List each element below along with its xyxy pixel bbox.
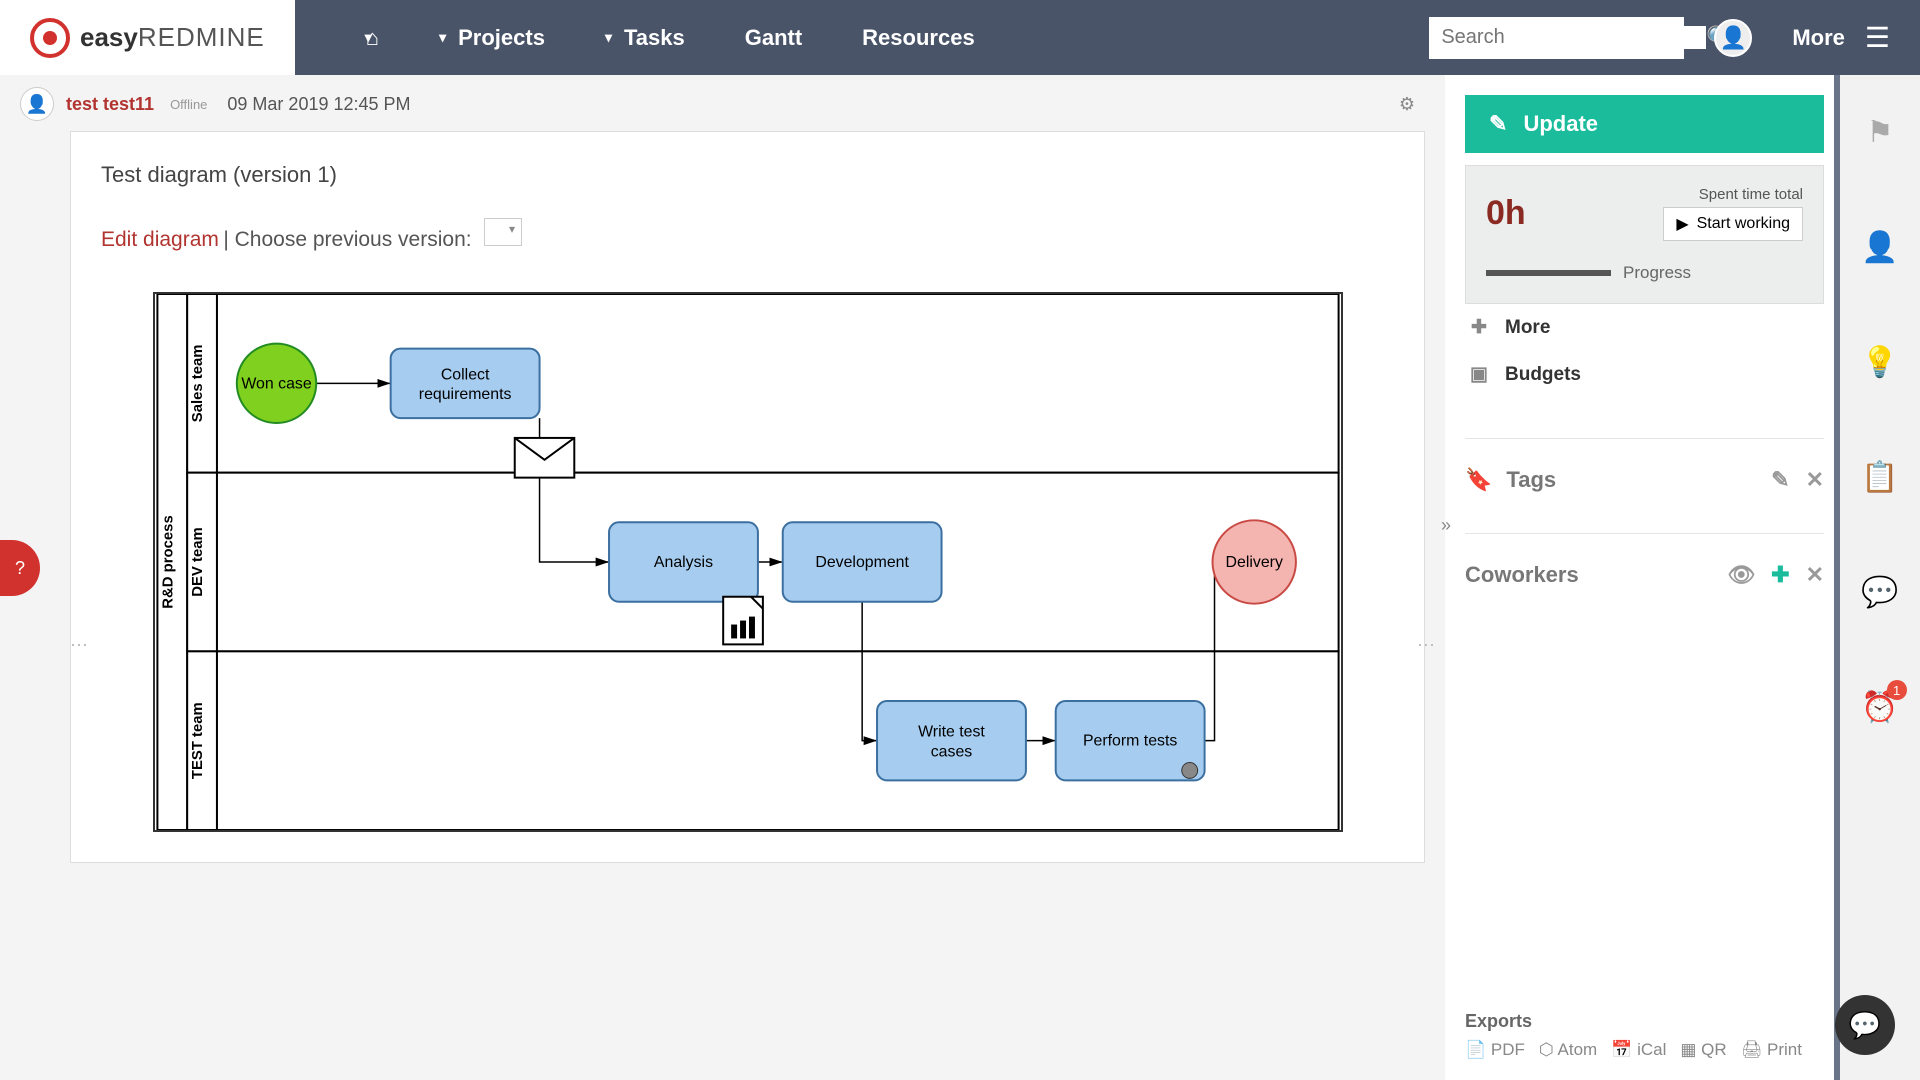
search-input[interactable]	[1441, 26, 1706, 49]
post-user[interactable]: test test11	[66, 94, 154, 115]
nav-gantt-label: Gantt	[745, 25, 802, 51]
tags-label: Tags	[1506, 467, 1556, 493]
export-atom[interactable]: ⬡ Atom	[1539, 1040, 1597, 1060]
nav-projects-label: Projects	[458, 25, 545, 51]
post-header: 👤 test test11 Offline 09 Mar 2019 12:45 …	[20, 83, 1425, 131]
progress-label: Progress	[1623, 263, 1691, 283]
collapse-icon[interactable]: »	[1441, 515, 1451, 536]
export-qr[interactable]: ▦ QR	[1680, 1040, 1726, 1060]
user-icon[interactable]: 👤	[1861, 230, 1898, 265]
start-working-label: Start working	[1697, 215, 1790, 233]
svg-text:Delivery: Delivery	[1225, 554, 1282, 571]
edit-diagram-link[interactable]: Edit diagram	[101, 228, 219, 251]
more-label: More	[1505, 317, 1550, 339]
coworkers-section: Coworkers 👁 ✚ ✕	[1465, 533, 1824, 588]
edit-icon[interactable]: ✎	[1771, 467, 1789, 493]
svg-text:requirements: requirements	[418, 386, 511, 403]
flowchart-svg: R&D process Sales team DEV team TEST team Wo…	[153, 292, 1343, 832]
svg-text:Won case: Won case	[241, 375, 311, 392]
close-icon[interactable]: ✕	[1806, 562, 1824, 588]
bulb-icon[interactable]: 💡	[1861, 345, 1898, 380]
flag-icon[interactable]: ⚑	[1867, 115, 1894, 150]
eye-icon[interactable]: 👁	[1727, 562, 1755, 588]
menu-icon[interactable]: ☰	[1865, 21, 1890, 54]
user-avatar[interactable]: 👤	[1714, 19, 1752, 57]
play-icon: ▶	[1676, 214, 1688, 234]
search-box[interactable]: 🔍	[1429, 17, 1684, 59]
nav-more[interactable]: More	[1792, 25, 1845, 51]
spent-time-label: Spent time total	[1663, 186, 1803, 203]
chat-icon[interactable]: 💬	[1861, 575, 1898, 610]
main-content: 👤 test test11 Offline 09 Mar 2019 12:45 …	[0, 75, 1445, 1080]
diagram-canvas: R&D process Sales team DEV team TEST team Wo…	[101, 292, 1394, 832]
alarm-badge: 1	[1887, 680, 1907, 700]
progress-bar	[1486, 270, 1611, 276]
logo-text: easyREDMINE	[80, 22, 265, 53]
update-button[interactable]: ✎ Update	[1465, 95, 1824, 153]
time-widget: 0h Spent time total ▶ Start working Prog…	[1465, 165, 1824, 304]
svg-text:Sales team: Sales team	[190, 344, 206, 422]
logo[interactable]: easyREDMINE	[0, 0, 295, 75]
nav-gantt[interactable]: Gantt	[745, 25, 802, 51]
export-print[interactable]: 🖨 Print	[1741, 1040, 1802, 1060]
right-sidebar: » ✎ Update 0h Spent time total ▶ Start w…	[1445, 75, 1840, 1080]
brand-easy: easy	[80, 22, 138, 52]
plus-icon: ✚	[1469, 316, 1489, 339]
budget-icon: ▣	[1469, 363, 1489, 386]
budgets-link[interactable]: ▣ Budgets	[1465, 351, 1824, 398]
nav-tasks-label: Tasks	[624, 25, 685, 51]
chat-bubble-icon[interactable]: 💬	[1835, 995, 1895, 1055]
logo-icon	[30, 18, 70, 58]
nav-resources[interactable]: Resources	[862, 25, 975, 51]
exports-title: Exports	[1465, 1011, 1814, 1032]
gear-icon[interactable]: ⚙	[1399, 94, 1415, 115]
post-status: Offline	[170, 97, 207, 112]
export-pdf[interactable]: 📄 PDF	[1465, 1040, 1525, 1060]
nav-home[interactable]: ▾⌂	[365, 25, 379, 51]
more-link[interactable]: ✚ More	[1465, 304, 1824, 351]
export-ical[interactable]: 📅 iCal	[1611, 1040, 1666, 1060]
icon-rail: ⚑ 👤 💡 📋 💬 ⏰1	[1840, 75, 1920, 1080]
coworkers-label: Coworkers	[1465, 562, 1579, 588]
home-icon: ⌂	[366, 25, 379, 51]
resize-handle-left[interactable]: ⋯	[70, 635, 90, 656]
diagram-card: Test diagram (version 1) Edit diagram | …	[70, 131, 1425, 863]
update-label: Update	[1523, 111, 1598, 137]
svg-text:Analysis: Analysis	[653, 554, 712, 571]
clipboard-icon[interactable]: 📋	[1861, 460, 1898, 495]
nav-projects[interactable]: ▾ Projects	[439, 25, 545, 51]
close-icon[interactable]: ✕	[1806, 467, 1824, 493]
post-avatar[interactable]: 👤	[20, 87, 54, 121]
budgets-label: Budgets	[1505, 364, 1581, 386]
tag-icon: 🔖	[1465, 467, 1492, 493]
top-nav: easyREDMINE ▾⌂ ▾ Projects ▾ Tasks Gantt Re…	[0, 0, 1920, 75]
version-label: | Choose previous version:	[223, 228, 471, 251]
nav-resources-label: Resources	[862, 25, 975, 51]
export-links: 📄 PDF ⬡ Atom 📅 iCal ▦ QR 🖨 Print	[1465, 1040, 1814, 1060]
chevron-down-icon: ▾	[605, 29, 612, 46]
alarm-icon[interactable]: ⏰1	[1861, 690, 1898, 725]
resize-handle-right[interactable]: ⋯	[1417, 635, 1437, 656]
svg-text:Perform tests: Perform tests	[1082, 733, 1176, 750]
svg-text:TEST team: TEST team	[190, 702, 206, 779]
svg-text:Write test: Write test	[918, 724, 985, 741]
post-date: 09 Mar 2019 12:45 PM	[227, 94, 410, 115]
svg-text:Collect: Collect	[440, 366, 489, 383]
version-dropdown[interactable]	[484, 218, 522, 246]
pencil-icon: ✎	[1489, 111, 1507, 137]
svg-text:DEV team: DEV team	[190, 527, 206, 596]
tags-section: 🔖 Tags ✎ ✕	[1465, 438, 1824, 493]
diagram-controls: Edit diagram | Choose previous version:	[101, 218, 1394, 252]
exports-section: Exports 📄 PDF ⬡ Atom 📅 iCal ▦ QR 🖨 Print	[1465, 1011, 1814, 1060]
add-icon[interactable]: ✚	[1771, 562, 1789, 588]
nav-tasks[interactable]: ▾ Tasks	[605, 25, 685, 51]
spent-hours: 0h	[1486, 194, 1526, 233]
chevron-down-icon: ▾	[439, 29, 446, 46]
svg-text:R&D process: R&D process	[160, 515, 176, 608]
start-working-button[interactable]: ▶ Start working	[1663, 207, 1803, 241]
brand-redmine: REDMINE	[138, 22, 265, 52]
svg-text:Development: Development	[815, 554, 909, 571]
diagram-title: Test diagram (version 1)	[101, 162, 1394, 188]
svg-text:cases: cases	[930, 744, 972, 761]
